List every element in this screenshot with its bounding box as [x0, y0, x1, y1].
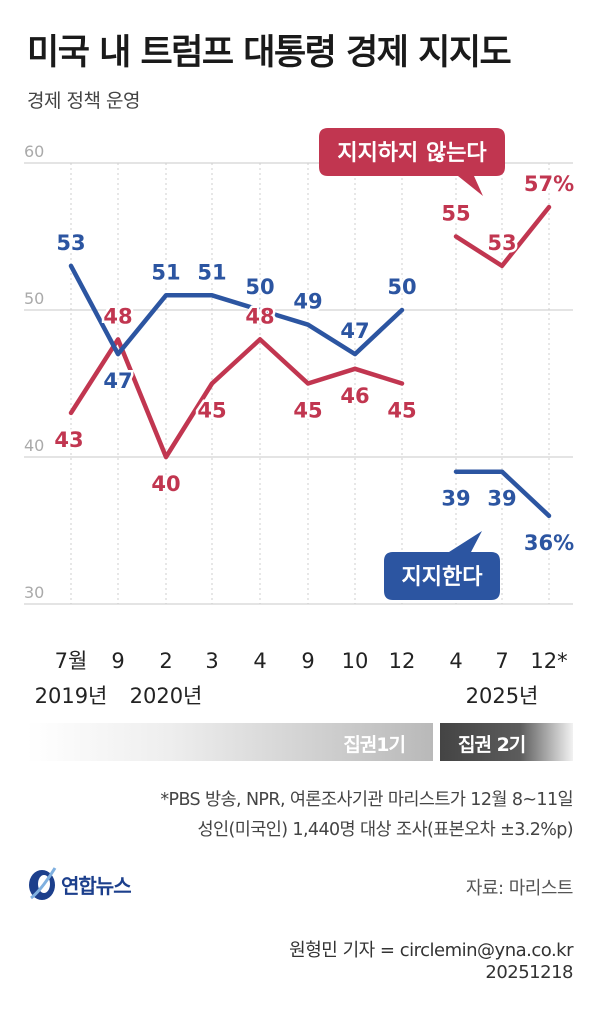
data-label-1-7: 50 [387, 275, 416, 299]
data-label-0-5: 45 [293, 399, 322, 423]
data-label-0-9: 53 [487, 231, 516, 255]
series-line-0-1 [453, 204, 552, 269]
x-tick-label-0: 7월 [55, 649, 88, 673]
x-tick-label-2: 2 [159, 649, 172, 673]
data-label-1-8: 39 [441, 487, 470, 511]
x-tick-label-8: 4 [449, 649, 462, 673]
legend-label-support: 지지한다 [402, 565, 484, 590]
x-tick-label-4: 4 [253, 649, 266, 673]
period-label-first-term: 집권1기 [343, 734, 406, 756]
x-tick-label-9: 7 [495, 649, 508, 673]
footnote-line-1: *PBS 방송, NPR, 여론조사기관 마리스트가 12월 8~11일 [160, 790, 573, 810]
x-tick-label-10: 12* [530, 649, 567, 673]
data-label-1-10: 36% [524, 531, 574, 555]
data-label-1-3: 51 [197, 260, 226, 284]
year-label-2: 2025년 [466, 684, 539, 708]
period-band-first-term: 집권1기 [27, 723, 433, 761]
data-label-0-7: 45 [387, 399, 416, 423]
yonhap-logo: 연합뉴스 [27, 864, 132, 904]
x-tick-label-1: 9 [111, 649, 124, 673]
x-tick-label-6: 10 [342, 649, 369, 673]
data-label-0-3: 45 [197, 399, 226, 423]
legend-label-oppose: 지지하지 않는다 [337, 141, 487, 166]
y-tick-label-30: 30 [24, 583, 44, 602]
data-label-0-6: 46 [340, 384, 369, 408]
period-label-second-term: 집권 2기 [458, 734, 526, 756]
chart-subtitle: 경제 정책 운영 [27, 90, 140, 112]
y-tick-label-40: 40 [24, 436, 44, 455]
series-line-1-0 [68, 263, 405, 357]
x-tick-label-7: 12 [389, 649, 416, 673]
x-tick-label-3: 3 [205, 649, 218, 673]
y-tick-label-50: 50 [24, 289, 44, 308]
series-line-0-0 [68, 337, 405, 460]
chart-title: 미국 내 트럼프 대통령 경제 지지도 [27, 33, 512, 73]
reporter-credit: 원형민 기자 = circlemin@yna.co.kr [289, 940, 573, 961]
year-label-0: 2019년 [35, 684, 108, 708]
yonhap-logo-text: 연합뉴스 [61, 873, 132, 898]
data-label-0-1: 48 [103, 304, 132, 328]
data-label-1-5: 49 [293, 290, 322, 314]
yonhap-logo-icon [29, 867, 57, 900]
data-label-0-10: 57% [524, 172, 574, 196]
data-label-0-2: 40 [151, 472, 180, 496]
footnote-line-2: 성인(미국인) 1,440명 대상 조사(표본오차 ±3.2%p) [197, 820, 574, 840]
data-label-1-6: 47 [340, 319, 369, 343]
data-label-0-0: 43 [54, 428, 83, 452]
x-tick-label-5: 9 [301, 649, 314, 673]
series-line-1-1 [453, 469, 552, 519]
year-label-1: 2020년 [130, 684, 203, 708]
publish-date: 20251218 [485, 962, 573, 983]
source-label: 자료: 마리스트 [465, 878, 574, 899]
period-band-second-term: 집권 2기 [440, 723, 573, 761]
data-label-1-9: 39 [487, 487, 516, 511]
data-label-0-4: 48 [245, 304, 274, 328]
data-label-0-8: 55 [441, 202, 470, 226]
legend-bubble-oppose [319, 128, 505, 196]
data-label-1-2: 51 [151, 260, 180, 284]
data-label-1-0: 53 [56, 231, 85, 255]
data-label-1-1: 47 [103, 369, 132, 393]
data-label-1-4: 50 [245, 275, 274, 299]
legend-bubble-support [384, 531, 500, 600]
y-tick-label-60: 60 [24, 142, 44, 161]
